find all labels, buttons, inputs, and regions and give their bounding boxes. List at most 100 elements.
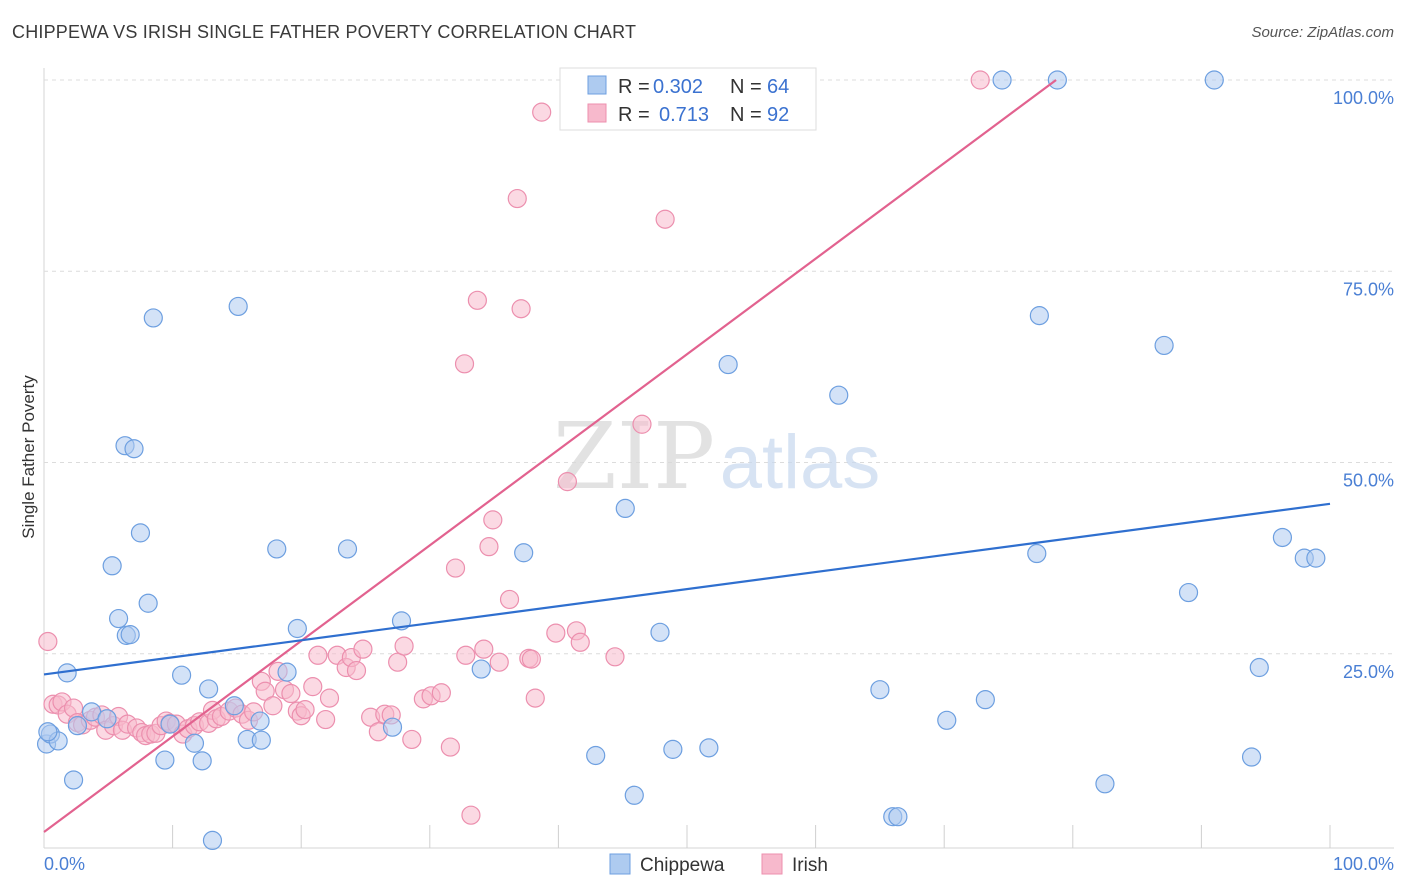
irish-point	[319, 688, 340, 708]
legend-irish-r-label: R =	[618, 104, 650, 126]
chippewa-point	[251, 730, 271, 750]
irish-point	[632, 414, 652, 434]
irish-point	[295, 699, 315, 720]
chippewa-point	[184, 733, 205, 753]
chippewa-point	[888, 807, 908, 827]
y-axis-label: Single Father Poverty	[19, 375, 38, 539]
irish-point	[461, 805, 481, 825]
irish-point	[499, 589, 520, 610]
irish-point	[532, 102, 552, 122]
chippewa-point	[1095, 774, 1115, 794]
chippewa-point	[1154, 335, 1174, 356]
irish-point	[353, 639, 373, 659]
irish-point	[483, 510, 503, 530]
irish-point	[467, 290, 487, 310]
chippewa-point	[277, 662, 297, 682]
irish-point	[308, 645, 328, 665]
legend-chippewa-n-value: 64	[767, 76, 789, 98]
irish-point	[263, 696, 283, 716]
irish-point	[474, 639, 494, 659]
y-tick-label-75: 75.0%	[1343, 279, 1394, 299]
irish-point	[655, 209, 675, 229]
irish-point	[511, 299, 531, 319]
bottom-legend-irish-label: Irish	[792, 855, 828, 876]
chippewa-point	[1204, 70, 1224, 90]
legend-irish-n-label: N =	[730, 104, 762, 126]
legend-chippewa-n-label: N =	[730, 76, 762, 98]
irish-point	[525, 688, 545, 708]
chippewa-point	[937, 710, 957, 730]
chippewa-point	[514, 543, 534, 563]
chippewa-point	[975, 690, 995, 710]
irish-point	[402, 729, 422, 750]
irish-point	[316, 709, 336, 730]
chippewa-point	[829, 385, 849, 405]
legend-chippewa-r-label: R =	[618, 76, 650, 98]
source-label: Source: ZipAtlas.com	[1251, 24, 1394, 41]
legend-irish-n-value: 92	[767, 104, 789, 126]
irish-point	[970, 70, 990, 90]
irish-point	[394, 636, 414, 656]
y-tick-label-25: 25.0%	[1343, 662, 1394, 682]
irish-point	[479, 537, 499, 557]
irish-point	[431, 683, 451, 703]
chippewa-trend-line	[43, 502, 1331, 676]
irish-point	[281, 683, 301, 704]
chippewa-point	[650, 622, 670, 642]
irish-point	[38, 631, 58, 652]
trend-lines	[43, 79, 1331, 833]
chippewa-point	[992, 70, 1012, 90]
chippewa-point	[192, 751, 212, 771]
legend-chippewa-r-value: 0.302	[653, 76, 703, 98]
chippewa-point	[224, 696, 244, 716]
chippewa-point	[718, 354, 738, 375]
irish-point	[605, 647, 625, 667]
x-tick-label-max: 100.0%	[1333, 854, 1394, 874]
irish-point	[546, 623, 566, 643]
irish-point	[507, 188, 527, 209]
chippewa-points	[36, 70, 1326, 851]
chippewa-point	[250, 711, 270, 731]
irish-point	[388, 652, 408, 672]
watermark-atlas: atlas	[720, 420, 881, 505]
chippewa-point	[124, 439, 144, 459]
chippewa-point	[38, 722, 58, 742]
bottom-legend-chippewa-swatch	[609, 853, 631, 875]
chippewa-point	[1047, 70, 1067, 90]
irish-point	[521, 649, 541, 669]
chippewa-point	[202, 830, 223, 851]
chippewa-point	[267, 539, 287, 559]
chippewa-point	[1027, 543, 1047, 564]
legend-box: R = 0.302 N = 64 R = 0.713 N = 92	[559, 67, 817, 131]
y-tick-labels: 25.0% 50.0% 75.0% 100.0%	[1333, 88, 1394, 682]
chippewa-point	[624, 785, 644, 805]
chippewa-point	[1178, 582, 1199, 603]
chippewa-point	[382, 717, 403, 737]
legend-irish-r-value: 0.713	[659, 104, 709, 126]
chippewa-point	[1306, 548, 1326, 568]
bottom-legend-irish-swatch	[761, 853, 783, 875]
y-tick-label-50: 50.0%	[1343, 471, 1394, 491]
chippewa-point	[130, 523, 151, 543]
chippewa-point	[471, 659, 491, 679]
chippewa-point	[870, 680, 890, 700]
chart-title: CHIPPEWA VS IRISH SINGLE FATHER POVERTY …	[12, 22, 637, 42]
chippewa-point	[67, 716, 88, 736]
irish-point	[303, 677, 323, 697]
irish-point	[454, 354, 475, 374]
bottom-legend-chippewa-label: Chippewa	[640, 855, 725, 876]
x-tick-label-min: 0.0%	[44, 854, 85, 874]
chippewa-point	[663, 739, 683, 759]
chippewa-point	[586, 745, 606, 766]
chippewa-point	[199, 679, 219, 699]
chippewa-point	[699, 738, 719, 758]
irish-point	[557, 472, 578, 492]
chippewa-point	[155, 750, 175, 770]
chippewa-point	[1249, 657, 1269, 678]
chippewa-point	[97, 709, 117, 729]
irish-point	[570, 632, 590, 652]
chippewa-point	[102, 556, 122, 576]
chippewa-point	[287, 618, 307, 639]
chippewa-point	[160, 714, 180, 734]
